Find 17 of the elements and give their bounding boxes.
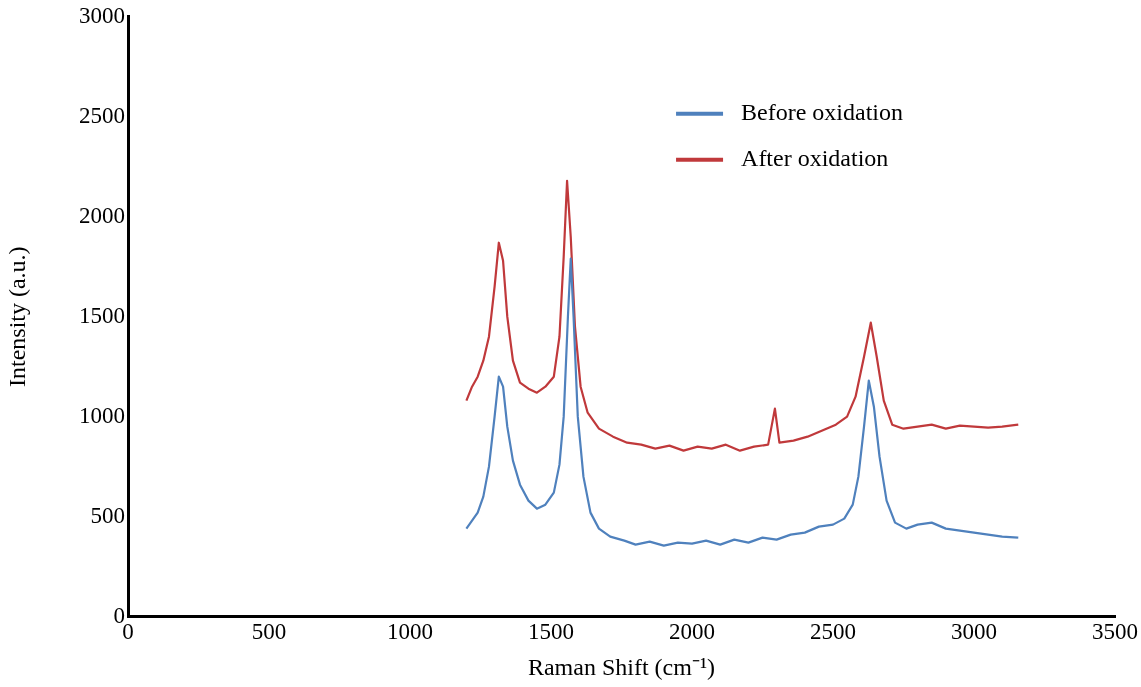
x-axis-title: Raman Shift (cm⁻¹) — [527, 653, 716, 680]
y-tick-label: 2000 — [79, 202, 125, 228]
y-tick-label: 2500 — [79, 102, 125, 128]
legend-label: After oxidation — [741, 145, 889, 172]
x-tick-label: 3000 — [951, 619, 997, 645]
x-tick-label: 1500 — [528, 619, 574, 645]
x-tick-label: 3500 — [1092, 619, 1138, 645]
y-tick-label: 500 — [90, 502, 125, 528]
legend-label: Before oxidation — [741, 99, 903, 126]
x-tick-label: 500 — [251, 619, 287, 645]
x-tick-label: 2500 — [810, 619, 856, 645]
x-tick-label: 2000 — [669, 619, 715, 645]
y-axis-title: Intensity (a.u.) — [3, 246, 30, 388]
y-tick-label: 1500 — [79, 302, 125, 328]
y-tick-label: 3000 — [79, 2, 125, 28]
x-tick-label: 1000 — [387, 619, 433, 645]
y-tick-label: 1000 — [79, 402, 125, 428]
